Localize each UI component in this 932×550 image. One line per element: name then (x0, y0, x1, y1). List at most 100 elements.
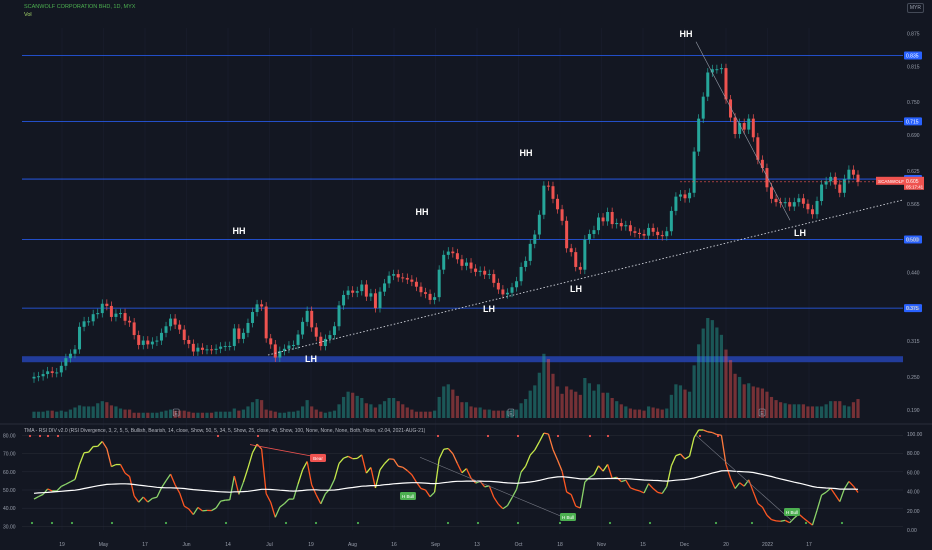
divergence-label: H Bull (402, 494, 414, 499)
volume-bar (460, 402, 464, 418)
volume-bar (678, 385, 683, 418)
candle-body (159, 332, 163, 341)
volume-bar (769, 396, 774, 418)
bear-signal-dot (716, 434, 720, 438)
rsi-segment (183, 505, 190, 510)
candle-body (583, 239, 587, 270)
candle-body (387, 275, 391, 284)
symbol-tag (876, 176, 904, 185)
volume-bar (697, 344, 701, 418)
volume-bar (77, 405, 82, 418)
pattern-label: HH (233, 226, 246, 236)
symbol-tag-label: SCANWOLF (878, 179, 904, 184)
candle-body (64, 358, 68, 366)
bear-signal-dot (516, 434, 520, 438)
volume-bar (196, 412, 200, 418)
bull-signal-dot (558, 521, 562, 525)
candle-body (501, 289, 505, 295)
volume-bar (542, 353, 546, 418)
candle-body (464, 262, 468, 266)
volume-bar (797, 404, 801, 418)
rsi-segment (174, 484, 181, 494)
volume-bar (615, 401, 619, 418)
x-tick-label: 2022 (762, 542, 773, 548)
indicator-title: TMA - RSI DIV v2.0 (RSI Divergence, 3, 2… (24, 428, 426, 434)
candle-body (251, 311, 255, 323)
rsi-right-tick: 80.00 (907, 451, 920, 457)
divergence-tag (560, 513, 576, 521)
volume-bar (751, 386, 755, 418)
candle-body (351, 290, 355, 293)
candle-body (683, 194, 687, 199)
rsi-segment (584, 477, 590, 483)
x-tick-label: Jun (182, 542, 190, 548)
volume-bar (200, 412, 205, 418)
volume-bar (824, 404, 828, 418)
volume-bar (191, 412, 195, 418)
volume-bar (328, 411, 332, 418)
rsi-segment (74, 464, 81, 480)
volume-bar (241, 409, 246, 418)
currency-badge[interactable]: MYR (906, 3, 924, 13)
candle-body (765, 168, 769, 188)
rsi-left-tick: 40.00 (3, 506, 16, 512)
candle-body (801, 198, 805, 204)
volume-bar (810, 406, 815, 418)
candle-body (228, 346, 232, 348)
rsi-segment (461, 468, 467, 474)
volume-bar (137, 412, 141, 418)
rsi-segment (811, 510, 818, 526)
rsi-segment (111, 463, 117, 468)
rsi-segment (670, 455, 677, 467)
volume-bar (187, 411, 191, 418)
pattern-label: LH (483, 304, 495, 314)
candle-body (633, 231, 637, 233)
volume-bar (724, 349, 728, 418)
volume-bar (282, 412, 286, 418)
volume-bar (710, 320, 714, 418)
volume-bar (514, 409, 519, 418)
rsi-segment (716, 433, 722, 436)
rsi-segment (398, 465, 403, 468)
candle-body (41, 374, 45, 377)
rsi-moving-average (33, 470, 859, 494)
volume-bar (428, 411, 432, 418)
rsi-segment (101, 441, 108, 449)
rsi-segment (707, 431, 713, 434)
candle-body (515, 281, 519, 288)
rsi-segment (229, 475, 235, 500)
rsi-segment (552, 449, 559, 461)
candle-body (241, 332, 245, 339)
y-tick-label: 0.315 (907, 339, 920, 345)
candle-body (428, 293, 432, 300)
rsi-segment (652, 488, 659, 493)
volume-bar (528, 390, 532, 418)
volume-bar (132, 412, 136, 418)
rsi-segment (761, 506, 768, 516)
candle-body (574, 252, 578, 267)
volume-bar (287, 411, 291, 418)
candle-body (619, 223, 623, 227)
rsi-segment (333, 463, 340, 480)
volume-bar (833, 401, 837, 418)
candle-body (492, 274, 496, 283)
volume-bar (305, 400, 309, 418)
candle-body (701, 96, 705, 119)
rsi-segment (602, 463, 609, 472)
volume-bar (510, 409, 514, 418)
candle-body (91, 314, 95, 322)
candle-body (592, 230, 596, 234)
rsi-segment (106, 448, 113, 467)
x-tick-label: 20 (723, 542, 729, 548)
rsi-segment (625, 479, 631, 489)
candle-body (747, 118, 751, 130)
candle-body (792, 202, 796, 207)
volume-bar (291, 411, 296, 418)
candle-body (369, 293, 373, 297)
rsi-segment (752, 491, 759, 504)
bull-signal-dot (50, 521, 54, 525)
rsi-segment (347, 455, 353, 460)
rsi-segment (598, 465, 604, 472)
volume-bar (269, 410, 273, 418)
